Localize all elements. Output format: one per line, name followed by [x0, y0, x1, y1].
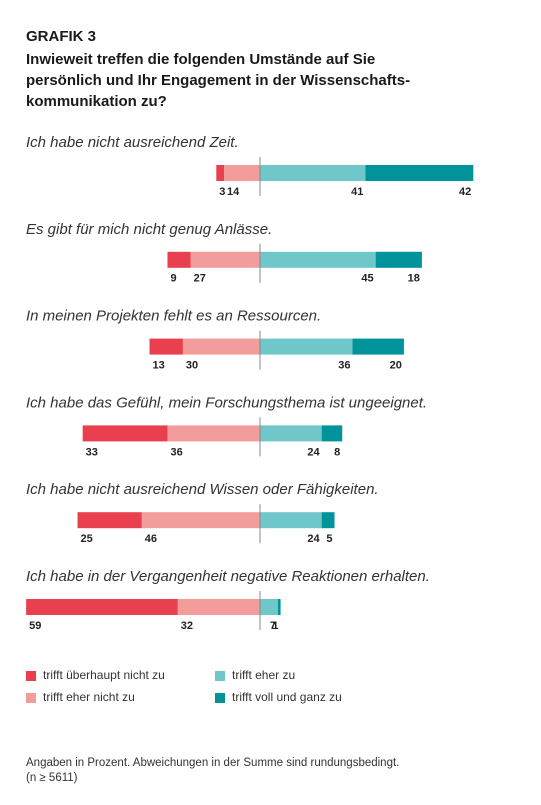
value-label: 36	[170, 446, 182, 458]
legend-swatch	[215, 671, 225, 681]
value-label: 32	[181, 620, 193, 632]
bar-segment	[260, 338, 353, 355]
value-label: 42	[459, 186, 471, 198]
legend-swatch	[26, 693, 36, 703]
chart-title: kommunikation zu?	[26, 93, 167, 110]
bar-segment	[260, 165, 366, 181]
legend-label: trifft eher nicht zu	[43, 690, 135, 704]
bar-segment	[216, 165, 225, 181]
value-label: 24	[307, 533, 320, 545]
bar-segment	[26, 599, 178, 615]
value-label: 24	[307, 446, 320, 458]
bar-segment	[167, 251, 191, 268]
value-label: 14	[227, 186, 240, 198]
value-label: 8	[334, 446, 340, 458]
value-label: 1	[272, 620, 278, 632]
question: Ich habe in der Vergangenheit negative R…	[26, 568, 430, 585]
bar-segment	[260, 251, 376, 268]
legend-label: trifft eher zu	[232, 668, 295, 682]
question: In meinen Projekten fehlt es an Ressourc…	[26, 308, 321, 325]
value-label: 41	[351, 186, 363, 198]
value-label: 27	[194, 273, 206, 285]
legend-label: trifft voll und ganz zu	[232, 690, 342, 704]
bar-segment	[182, 338, 260, 355]
value-label: 13	[152, 360, 164, 372]
bar-segment	[149, 338, 183, 355]
bar-segment	[177, 599, 260, 615]
bar-segment	[141, 512, 260, 529]
bar-segment	[167, 425, 260, 442]
footnote: Angaben in Prozent. Abweichungen in der …	[26, 757, 399, 769]
question: Ich habe das Gefühl, mein Forschungsthem…	[26, 394, 427, 411]
footnote: (n ≥ 5611)	[26, 772, 78, 784]
bar-segment	[77, 512, 142, 529]
chart-title: Inwieweit treffen die folgenden Umstände…	[26, 51, 375, 68]
value-label: 7	[270, 620, 276, 632]
bar-segment	[190, 251, 260, 268]
value-label: 25	[81, 533, 93, 545]
value-label: 5	[326, 533, 332, 545]
value-label: 18	[408, 273, 420, 285]
bar-segment	[224, 165, 260, 181]
value-label: 30	[186, 360, 198, 372]
question: Ich habe nicht ausreichend Zeit.	[26, 134, 239, 151]
value-label: 20	[390, 360, 402, 372]
bar-segment	[277, 599, 281, 615]
bar-segment	[375, 251, 422, 268]
bar-segment	[260, 425, 322, 442]
value-label: 9	[170, 273, 176, 285]
question: Ich habe nicht ausreichend Wissen oder F…	[26, 481, 379, 498]
legend-swatch	[215, 693, 225, 703]
bar-segment	[260, 512, 322, 529]
bar-segment	[321, 512, 335, 529]
bar-segment	[365, 165, 474, 181]
chart-title: persönlich und Ihr Engagement in der Wis…	[26, 72, 410, 89]
bar-segment	[82, 425, 168, 442]
bar-segment	[321, 425, 343, 442]
question: Es gibt für mich nicht genug Anlässe.	[26, 221, 272, 238]
chart-label: GRAFIK 3	[26, 28, 96, 45]
bar-segment	[260, 599, 278, 615]
value-label: 3	[219, 186, 225, 198]
value-label: 46	[145, 533, 157, 545]
value-label: 33	[86, 446, 98, 458]
bar-segment	[352, 338, 404, 355]
value-label: 45	[361, 273, 373, 285]
legend-swatch	[26, 671, 36, 681]
legend-label: trifft überhaupt nicht zu	[43, 668, 165, 682]
value-label: 36	[338, 360, 350, 372]
value-label: 59	[29, 620, 41, 632]
